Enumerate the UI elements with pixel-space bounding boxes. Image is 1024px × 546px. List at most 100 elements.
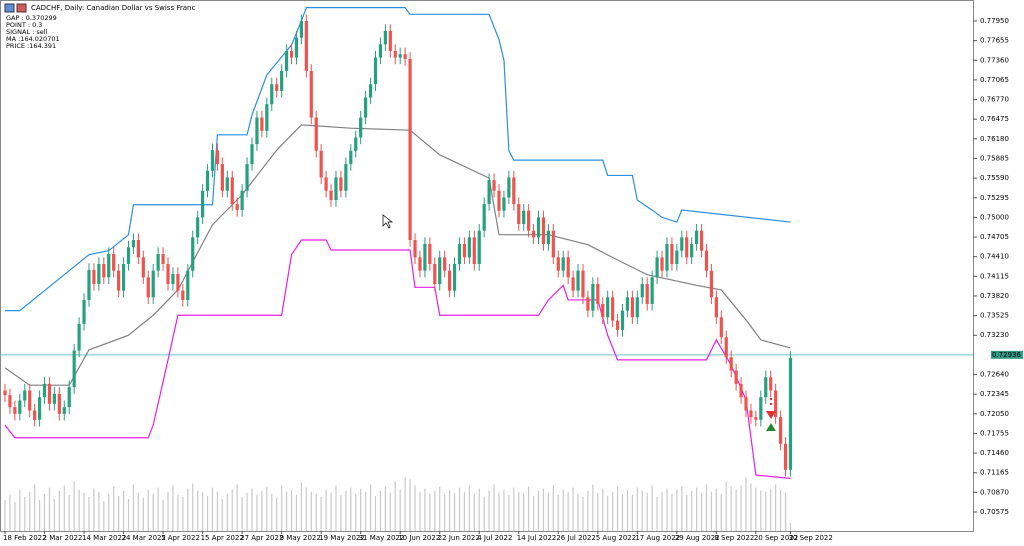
candle-body: [126, 247, 131, 265]
info-line: POINT : 0.3: [6, 21, 42, 29]
candle-body: [606, 297, 610, 318]
candle-body: [487, 180, 491, 205]
y-tick-label: 0.72050: [980, 410, 1009, 418]
volume-bar: [345, 490, 347, 531]
candle-body: [260, 117, 264, 131]
candle-body: [531, 230, 536, 238]
volume-bar: [636, 487, 638, 531]
volume-bar: [666, 488, 668, 531]
y-tick-label: 0.76475: [980, 115, 1009, 123]
volume-bar: [532, 495, 535, 531]
candle-body: [655, 257, 659, 278]
volume-bar: [473, 493, 475, 531]
candle-body: [452, 264, 457, 291]
volume-bar: [152, 493, 154, 531]
volume-bar: [755, 487, 757, 531]
candle-body: [546, 230, 550, 245]
volume-bar: [305, 487, 307, 531]
candle-body: [42, 383, 47, 398]
candle-body: [176, 273, 180, 291]
volume-bar: [562, 489, 564, 531]
volume-bar: [439, 486, 441, 531]
candle-body: [615, 320, 620, 330]
volume-bar: [68, 494, 70, 531]
candle-body: [709, 270, 714, 298]
volume-bar: [513, 487, 515, 531]
candle-body: [57, 393, 61, 414]
candle-body: [778, 417, 783, 444]
volume-bar: [784, 492, 787, 531]
volume-bar: [103, 501, 105, 531]
candle-body: [97, 264, 101, 284]
volume-bar: [681, 486, 683, 531]
candle-body: [690, 244, 694, 258]
candle-body: [457, 244, 462, 265]
candle-body: [788, 357, 793, 470]
candle-body: [230, 177, 234, 205]
volume-bar: [122, 490, 125, 531]
volume-bar: [414, 485, 416, 531]
volume-bar: [631, 494, 633, 531]
y-tick-label: 0.74410: [980, 253, 1009, 261]
candle-body: [561, 257, 565, 271]
volume-bar: [463, 491, 466, 531]
x-tick-label: 14 Jul 2022: [517, 534, 557, 542]
volume-bar: [424, 488, 426, 531]
candle-body: [625, 297, 630, 311]
volume-bar: [295, 494, 298, 531]
candle-body: [215, 150, 220, 165]
y-tick-label: 0.77655: [980, 37, 1009, 45]
candle-body: [611, 297, 615, 321]
candle-body: [210, 150, 215, 171]
volume-bar: [285, 491, 288, 531]
volume-bar: [83, 492, 85, 531]
volume-bar: [197, 490, 199, 531]
candle-body: [314, 117, 318, 151]
volume-bar: [750, 483, 752, 531]
candle-body: [714, 297, 718, 318]
x-tick-label: 8 Sep 2022: [714, 534, 754, 542]
candle-body: [462, 244, 467, 258]
volume-bar: [493, 484, 495, 531]
volume-bar: [478, 488, 480, 531]
volume-bar: [246, 492, 248, 531]
volume-bar: [651, 485, 653, 531]
volume-bar: [63, 485, 65, 531]
candle-body: [289, 50, 294, 58]
volume-bar: [720, 493, 722, 531]
volume-bar: [607, 495, 609, 531]
candle-body: [378, 44, 383, 58]
candle-body: [556, 257, 560, 271]
toolbar-icons: [4, 3, 27, 13]
candle-body: [112, 254, 116, 271]
volume-bar: [557, 494, 559, 531]
y-tick-label: 0.71165: [980, 469, 1009, 477]
volume-bar: [290, 489, 293, 531]
candle-body: [699, 230, 704, 251]
volume-bar: [705, 484, 708, 531]
x-tick-label: 19 May 2022: [319, 534, 365, 542]
volume-bar: [172, 485, 174, 531]
candle-body: [334, 177, 338, 201]
candle-body: [507, 177, 511, 198]
volume-bar: [118, 495, 120, 531]
candle-body: [166, 264, 170, 284]
volume-bar: [488, 490, 490, 531]
candle-body: [393, 50, 397, 58]
x-tick-label: 31 May 2022: [359, 534, 405, 542]
volume-bar: [113, 486, 115, 531]
volume-bar: [38, 500, 41, 531]
price-label-box: [991, 350, 1023, 359]
volume-bar: [789, 522, 792, 531]
volume-bar: [572, 487, 574, 531]
info-line: MA :164.020701: [6, 35, 60, 43]
volume-bar: [369, 484, 372, 531]
x-tick-label: 26 Jul 2022: [556, 534, 596, 542]
candle-body: [675, 250, 679, 265]
candle-body: [482, 204, 486, 231]
candle-body: [240, 190, 244, 211]
candle-body: [645, 283, 649, 304]
volume-bar: [528, 486, 530, 531]
signal-arrow: [766, 397, 776, 431]
volume-bar: [775, 484, 777, 531]
